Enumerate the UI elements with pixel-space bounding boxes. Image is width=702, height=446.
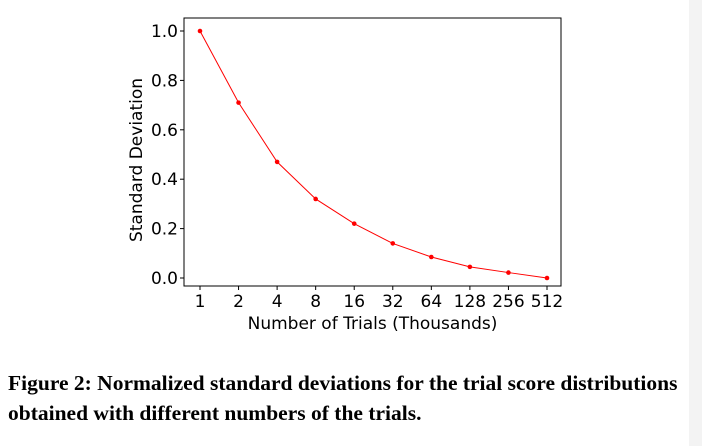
- x-tick-label: 64: [421, 292, 443, 312]
- y-tick-label: 0.4: [151, 170, 178, 190]
- data-point: [506, 270, 511, 275]
- x-tick-label: 256: [492, 292, 524, 312]
- x-tick-label: 1: [195, 292, 206, 312]
- figure-caption: Figure 2: Normalized standard deviations…: [8, 371, 678, 425]
- x-tick-label: 4: [272, 292, 283, 312]
- y-tick-label: 0.0: [151, 269, 178, 289]
- data-point: [236, 100, 241, 105]
- x-tick-label: 2: [233, 292, 244, 312]
- page-edge-strip: [689, 0, 702, 446]
- data-point: [351, 221, 357, 226]
- y-axis-label: Standard Deviation: [127, 78, 147, 242]
- x-tick-label: 128: [454, 292, 486, 312]
- axes-frame: [183, 17, 562, 287]
- data-point: [197, 28, 203, 34]
- x-tick-label: 512: [531, 292, 563, 312]
- plot-area: [183, 17, 562, 287]
- y-tick-label: 0.6: [151, 121, 178, 141]
- y-axis-ticks: 0.0 0.2 0.4 0.6 0.8 1.0: [151, 22, 184, 289]
- y-tick-label: 0.8: [151, 71, 178, 91]
- data-point: [313, 196, 318, 202]
- y-tick-label: 0.2: [151, 220, 178, 240]
- data-point: [544, 275, 550, 281]
- data-point: [467, 264, 473, 270]
- y-tick-label: 1.0: [151, 22, 178, 42]
- line-chart: 0.0 0.2 0.4 0.6 0.8 1.0 1 2 4 8 16 32 64 128 256 512 N…: [127, 17, 563, 334]
- x-tick-label: 16: [343, 292, 365, 312]
- series-layer: [197, 28, 550, 281]
- data-point: [390, 241, 396, 246]
- series-line: [199, 30, 548, 279]
- x-axis-ticks: 1 2 4 8 16 32 64 128 256 512: [195, 286, 563, 312]
- x-axis-label: Number of Trials (Thousands): [248, 314, 498, 334]
- data-point: [274, 159, 280, 165]
- x-tick-label: 8: [310, 292, 321, 312]
- data-point: [429, 254, 434, 260]
- x-tick-label: 32: [382, 292, 404, 312]
